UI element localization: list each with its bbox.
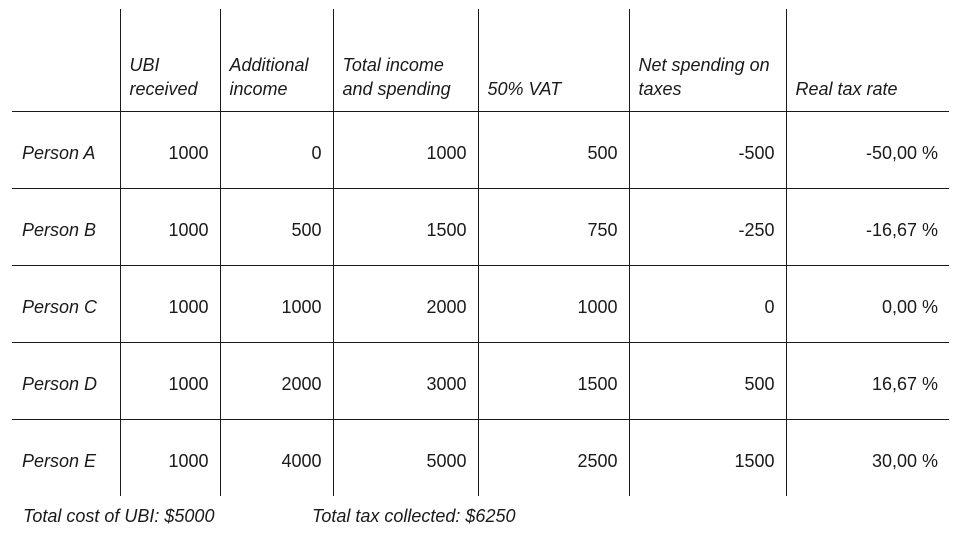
table-row: Person B 1000 500 1500 750 -250 -16,67 % [12, 188, 949, 266]
ubi-received-cell: 1000 [119, 188, 220, 266]
table-row: Person E 1000 4000 5000 2500 1500 30,00 … [12, 419, 949, 496]
real-tax-rate-cell: -50,00 % [785, 111, 949, 189]
vat-cell: 750 [477, 188, 629, 266]
additional-income-cell: 2000 [219, 342, 333, 420]
real-tax-rate-cell: 16,67 % [785, 342, 949, 420]
total-income-cell: 1500 [332, 188, 478, 266]
additional-income-cell: 500 [219, 188, 333, 266]
vat-cell: 1000 [477, 265, 629, 343]
header-net-spending: Net spending on taxes [628, 9, 786, 112]
ubi-received-cell: 1000 [119, 265, 220, 343]
person-name: Person D [12, 342, 120, 420]
header-vat: 50% VAT [477, 9, 629, 112]
net-spending-cell: 1500 [628, 419, 786, 496]
additional-income-cell: 4000 [219, 419, 333, 496]
table-row: Person C 1000 1000 2000 1000 0 0,00 % [12, 265, 949, 343]
total-tax-collected: Total tax collected: $6250 [312, 506, 516, 526]
additional-income-cell: 0 [219, 111, 333, 189]
vat-cell: 1500 [477, 342, 629, 420]
vat-cell: 500 [477, 111, 629, 189]
ubi-received-cell: 1000 [119, 111, 220, 189]
header-row: UBI received Additional income Total inc… [12, 9, 949, 112]
ubi-received-cell: 1000 [119, 419, 220, 496]
real-tax-rate-cell: 30,00 % [785, 419, 949, 496]
person-name: Person A [12, 111, 120, 189]
total-income-cell: 1000 [332, 111, 478, 189]
net-spending-cell: 0 [628, 265, 786, 343]
header-total-income: Total income and spending [332, 9, 478, 112]
total-income-cell: 2000 [332, 265, 478, 343]
table-row: Person D 1000 2000 3000 1500 500 16,67 % [12, 342, 949, 420]
header-additional-income: Additional income [219, 9, 333, 112]
person-name: Person E [22, 450, 97, 471]
ubi-received-cell: 1000 [119, 342, 220, 420]
real-tax-rate-cell: -16,67 % [785, 188, 949, 266]
vat-cell: 2500 [477, 419, 629, 496]
real-tax-rate-cell: 0,00 % [785, 265, 949, 343]
additional-income-cell: 1000 [219, 265, 333, 343]
total-income-cell: 5000 [332, 419, 478, 496]
table-row: Person A 1000 0 1000 500 -500 -50,00 % [12, 111, 949, 189]
header-person [12, 9, 120, 112]
total-income-cell: 3000 [332, 342, 478, 420]
header-real-tax-rate: Real tax rate [785, 9, 949, 112]
net-spending-cell: -250 [628, 188, 786, 266]
header-ubi-received: UBI received [119, 9, 220, 112]
person-name: Person B [12, 188, 120, 266]
ubi-vat-table: UBI received Additional income Total inc… [12, 9, 949, 496]
net-spending-cell: 500 [628, 342, 786, 420]
person-name: Person C [12, 265, 120, 343]
net-spending-cell: -500 [628, 111, 786, 189]
total-cost-of-ubi: Total cost of UBI: $5000 [23, 506, 215, 526]
